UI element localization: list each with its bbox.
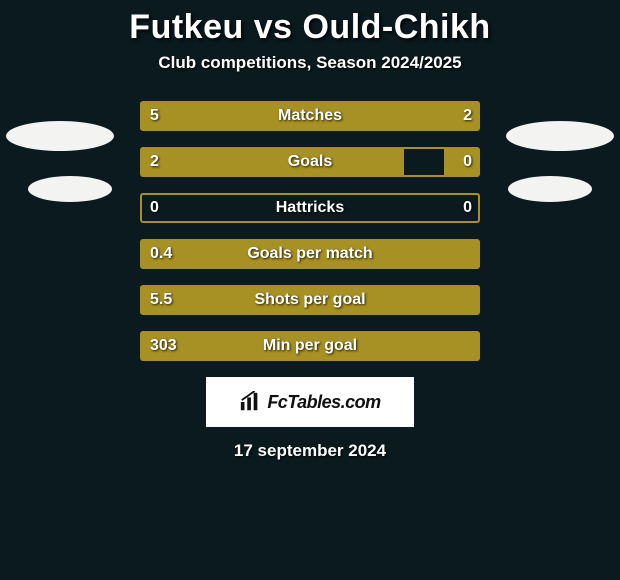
player-left-name: Futkeu bbox=[129, 8, 243, 46]
page-title: Futkeu vs Ould-Chikh bbox=[0, 0, 620, 47]
stat-row: 303Min per goal bbox=[0, 331, 620, 361]
date-label: 17 september 2024 bbox=[0, 441, 620, 461]
badge-placeholder bbox=[28, 176, 112, 202]
stat-label: Goals bbox=[140, 147, 480, 177]
stat-label: Goals per match bbox=[140, 239, 480, 269]
chart-icon bbox=[239, 391, 261, 413]
stat-row: 0.4Goals per match bbox=[0, 239, 620, 269]
vs-separator: vs bbox=[254, 8, 293, 46]
stat-label: Hattricks bbox=[140, 193, 480, 223]
logo-text: FcTables.com bbox=[267, 392, 380, 413]
badge-placeholder bbox=[506, 121, 614, 151]
stat-label: Min per goal bbox=[140, 331, 480, 361]
player-right-name: Ould-Chikh bbox=[302, 8, 490, 46]
badge-placeholder bbox=[6, 121, 114, 151]
stat-label: Shots per goal bbox=[140, 285, 480, 315]
subtitle: Club competitions, Season 2024/2025 bbox=[0, 53, 620, 73]
fctables-logo: FcTables.com bbox=[206, 377, 414, 427]
stat-row: 5.5Shots per goal bbox=[0, 285, 620, 315]
stat-label: Matches bbox=[140, 101, 480, 131]
badge-placeholder bbox=[508, 176, 592, 202]
stat-row: 20Goals bbox=[0, 147, 620, 177]
